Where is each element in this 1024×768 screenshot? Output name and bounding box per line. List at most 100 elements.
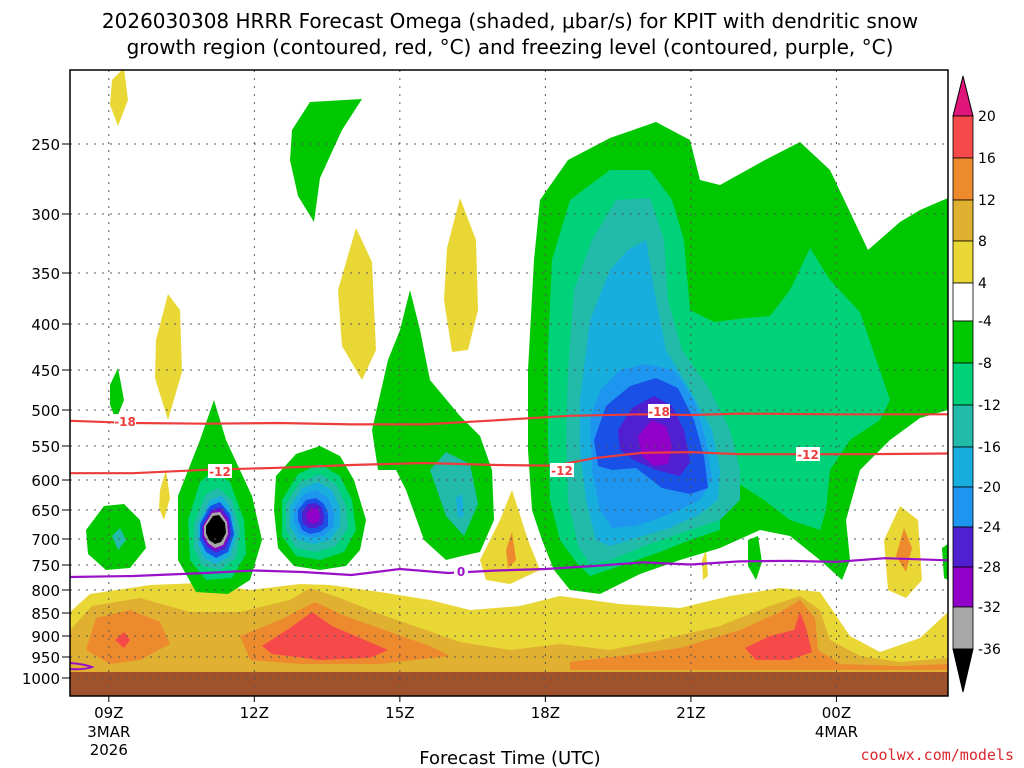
y-tick-label-800: 800 — [31, 582, 60, 600]
colorbar-label-5: -4 — [978, 314, 992, 330]
plot-frame — [69, 69, 949, 697]
colorbar: 20 16 12 8 4 -4 -8 -12 -16 -20 -24 -28 -32 -36 — [952, 75, 1001, 693]
omega-green-cell-1 — [290, 99, 362, 222]
colorbar-swatch-minus28-32 — [952, 566, 974, 608]
y-tick-label-350: 350 — [31, 265, 60, 283]
colorbar-swatch-minus24-28 — [952, 526, 974, 568]
y-tick-label-850: 850 — [31, 605, 60, 623]
colorbar-label-7: -12 — [978, 398, 1001, 414]
omega-orange-blob-7 — [896, 528, 912, 572]
y-tick-label-400: 400 — [31, 316, 60, 334]
omega-orange-blob-6 — [506, 532, 516, 568]
y-tick-label-750: 750 — [31, 557, 60, 575]
x-tick-label-15Z: 15Z — [385, 704, 414, 722]
dgz-minus18-label-west: -18 — [114, 415, 136, 429]
colorbar-label-8: -16 — [978, 440, 1001, 456]
omega-green-cell-2 — [110, 368, 124, 420]
colorbar-swatch-minus8-12 — [952, 362, 974, 406]
y-tick-label-900: 900 — [31, 628, 60, 646]
omega-cyan-cell-6 — [456, 494, 464, 518]
x-tick-label-12Z: 12Z — [240, 704, 269, 722]
colorbar-label-3: 8 — [978, 234, 987, 250]
dgz-minus18-label-east: -18 — [648, 405, 670, 419]
contour-dgz--18 — [69, 412, 948, 426]
contour-labels: -18 -18 -12 -12 -12 0 — [114, 404, 820, 579]
colorbar-swatch-minus16-20 — [952, 446, 974, 488]
grid — [70, 70, 948, 696]
colorbar-label-11: -28 — [978, 560, 1001, 576]
x-tick-label-21Z: 21Z — [676, 704, 705, 722]
omega-yellow-blob-6 — [480, 490, 540, 584]
y-tick-label-600: 600 — [31, 472, 60, 490]
omega-orange-band-east — [570, 600, 948, 670]
omega-green-cell-8 — [942, 544, 948, 580]
omega-black-cell-4 — [206, 515, 226, 544]
colorbar-top-arrow — [952, 75, 974, 117]
omega-yellow-blob-1 — [110, 70, 128, 126]
colorbar-label-12: -32 — [978, 600, 1001, 616]
x-tick-label-00Z: 00Z — [822, 704, 851, 722]
x-tick-year-09Z: 2026 — [90, 741, 128, 759]
colorbar-label-0: 20 — [978, 109, 996, 125]
colorbar-swatch-16-20 — [952, 115, 974, 159]
y-tick-label-250: 250 — [31, 136, 60, 154]
y-tick-label-550: 550 — [31, 438, 60, 456]
x-tick-label-09Z: 09Z — [94, 704, 123, 722]
omega-yellow-blob-3 — [338, 228, 376, 380]
y-tick-label-300: 300 — [31, 206, 60, 224]
omega-shading — [70, 70, 948, 672]
colorbar-swatch-minus4-8 — [952, 320, 974, 364]
dgz-minus12-label-mid: -12 — [551, 464, 573, 478]
omega-yellow-blob-8 — [702, 550, 708, 580]
colorbar-label-1: 16 — [978, 151, 996, 167]
colorbar-swatch-minus32-36 — [952, 606, 974, 650]
colorbar-swatch-neutral — [952, 282, 974, 322]
y-axis-ticks: 250 300 350 400 450 500 550 600 650 700 750 800 850 9… — [22, 136, 70, 688]
omega-green-cell-7 — [748, 536, 762, 580]
contour-freezing-surface-segment — [69, 662, 95, 671]
colorbar-swatch-minus12-16 — [952, 404, 974, 448]
y-tick-label-500: 500 — [31, 402, 60, 420]
y-tick-label-700: 700 — [31, 531, 60, 549]
colorbar-swatch-8-12 — [952, 199, 974, 242]
x-tick-date-09Z: 3MAR — [87, 723, 130, 741]
credit-text: coolwx.com/models — [860, 746, 1014, 764]
omega-red-core-mid — [262, 612, 388, 660]
y-tick-label-650: 650 — [31, 502, 60, 520]
colorbar-swatch-minus20-24 — [952, 486, 974, 528]
dgz-label-box-5 — [796, 447, 820, 461]
omega-red-core-east — [745, 612, 812, 660]
colorbar-label-10: -24 — [978, 520, 1001, 536]
dgz-minus12-label-west: -12 — [209, 465, 231, 479]
omega-yellow-blob-5 — [159, 470, 170, 520]
ground-fill — [70, 672, 948, 696]
colorbar-label-4: 4 — [978, 276, 987, 292]
dgz-label-box-4 — [550, 463, 574, 477]
omega-teal-cell-6 — [430, 452, 478, 536]
omega-purple-main — [638, 420, 672, 466]
colorbar-swatch-12-16 — [952, 157, 974, 201]
colorbar-swatch-4-8 — [952, 240, 974, 284]
chart-title-line2: growth region (contoured, red, °C) and f… — [127, 35, 894, 59]
x-axis-label: Forecast Time (UTC) — [419, 748, 600, 768]
dgz-minus12-label-east: -12 — [797, 448, 819, 462]
y-tick-label-950: 950 — [31, 649, 60, 667]
colorbar-label-2: 12 — [978, 193, 996, 209]
freezing-label-box — [454, 564, 468, 578]
dgz-label-box-2 — [648, 404, 670, 418]
x-tick-label-18Z: 18Z — [531, 704, 560, 722]
colorbar-label-9: -20 — [978, 480, 1001, 496]
x-tick-date-00Z: 4MAR — [815, 723, 858, 741]
y-tick-label-450: 450 — [31, 362, 60, 380]
omega-yellow-blob-2 — [155, 294, 182, 420]
colorbar-label-13: -36 — [978, 642, 1001, 658]
chart-title-line1: 2026030308 HRRR Forecast Omega (shaded, … — [102, 9, 918, 33]
colorbar-labels: 20 16 12 8 4 -4 -8 -12 -16 -20 -24 -28 -32 -36 — [978, 109, 1001, 658]
freezing-level-label: 0 — [457, 565, 465, 579]
colorbar-label-6: -8 — [978, 356, 992, 372]
dgz-label-box-1 — [114, 414, 136, 428]
omega-yellow-blob-4 — [444, 198, 478, 352]
colorbar-bottom-arrow — [952, 648, 974, 693]
